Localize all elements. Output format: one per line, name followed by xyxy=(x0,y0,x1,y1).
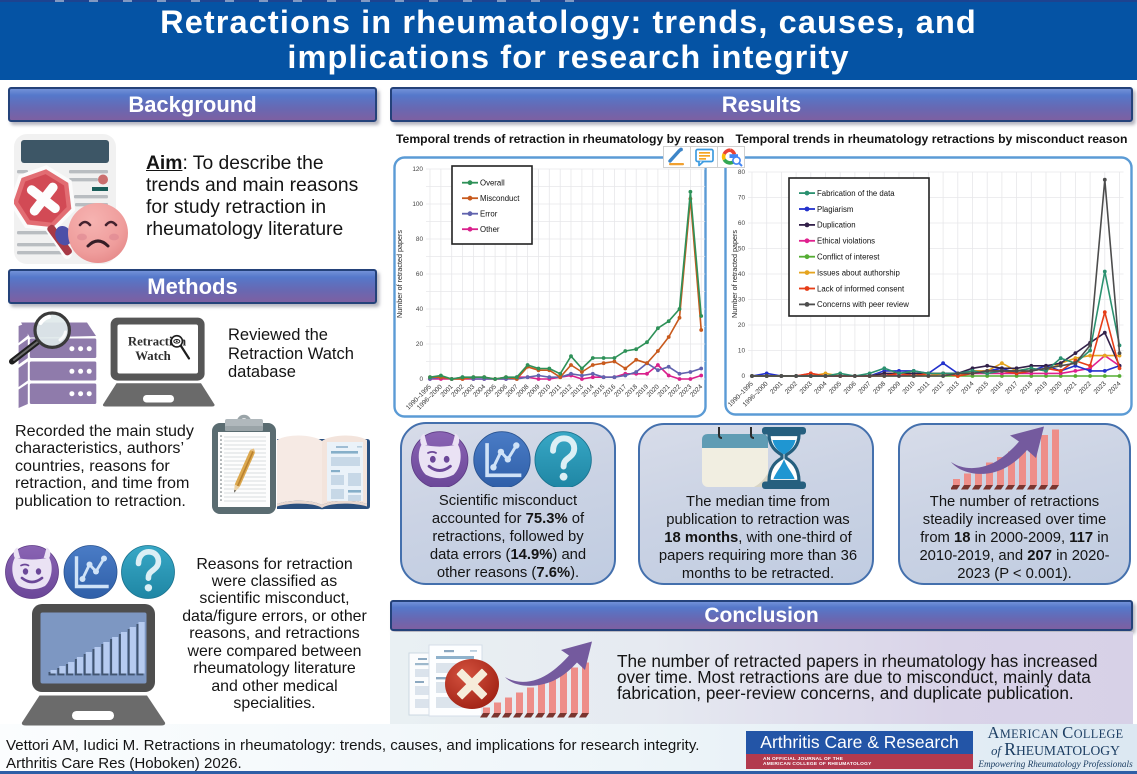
svg-text:Watch: Watch xyxy=(135,349,171,363)
svg-text:40: 40 xyxy=(416,306,424,313)
svg-text:Fabrication of the data: Fabrication of the data xyxy=(817,189,895,198)
svg-text:Misconduct: Misconduct xyxy=(480,194,520,203)
svg-text:Overall: Overall xyxy=(480,179,505,188)
svg-text:Duplication: Duplication xyxy=(817,221,856,230)
svg-text:40: 40 xyxy=(738,271,746,278)
svg-text:Number of retracted papers: Number of retracted papers xyxy=(395,230,404,318)
svg-text:Plagiarism: Plagiarism xyxy=(817,205,853,214)
svg-text:Error: Error xyxy=(480,210,498,219)
svg-text:120: 120 xyxy=(412,166,423,173)
svg-text:60: 60 xyxy=(416,271,424,278)
svg-text:Number of retracted papers: Number of retracted papers xyxy=(730,230,739,318)
svg-text:80: 80 xyxy=(416,236,424,243)
svg-text:100: 100 xyxy=(412,201,423,208)
svg-text:30: 30 xyxy=(738,297,746,304)
svg-text:0: 0 xyxy=(419,376,423,383)
svg-text:20: 20 xyxy=(416,341,424,348)
svg-text:Conflict of interest: Conflict of interest xyxy=(817,253,880,262)
svg-text:80: 80 xyxy=(738,169,746,176)
svg-text:10: 10 xyxy=(738,348,746,355)
svg-text:70: 70 xyxy=(738,195,746,202)
svg-text:Other: Other xyxy=(480,225,500,234)
svg-text:20: 20 xyxy=(738,322,746,329)
svg-text:Lack of informed consent: Lack of informed consent xyxy=(817,284,905,293)
svg-text:0: 0 xyxy=(741,373,745,380)
svg-text:50: 50 xyxy=(738,246,746,253)
svg-text:Concerns with peer review: Concerns with peer review xyxy=(817,300,909,309)
svg-text:Ethical violations: Ethical violations xyxy=(817,237,875,246)
svg-text:Issues about authorship: Issues about authorship xyxy=(817,268,900,277)
svg-text:60: 60 xyxy=(738,220,746,227)
